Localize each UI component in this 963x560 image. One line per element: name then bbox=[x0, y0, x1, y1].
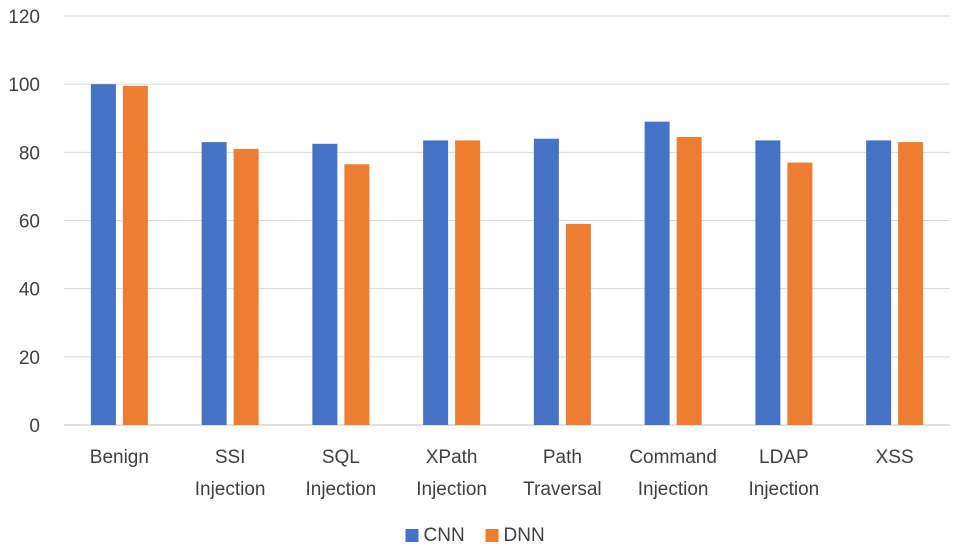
x-category-label-line: Injection bbox=[748, 479, 819, 500]
legend: CNN DNN bbox=[405, 525, 545, 546]
x-category-label: XPath Injection bbox=[416, 447, 487, 500]
bar-dnn bbox=[787, 162, 813, 425]
x-category-label-line: Benign bbox=[90, 447, 149, 468]
legend-swatch-cnn bbox=[405, 529, 419, 542]
y-tick-label: 80 bbox=[19, 143, 40, 164]
x-category-label: SSI Injection bbox=[195, 447, 266, 500]
x-category-label-line: XSS bbox=[876, 447, 914, 468]
bar-dnn bbox=[455, 140, 481, 425]
y-tick-label: 40 bbox=[19, 280, 40, 301]
y-tick-label: 100 bbox=[8, 75, 40, 96]
bar-cnn bbox=[755, 140, 781, 425]
x-category-label-line: Path bbox=[543, 447, 582, 468]
x-category-label-line: Command bbox=[629, 447, 717, 468]
x-category-label-line: Traversal bbox=[523, 479, 601, 500]
legend-label-cnn: CNN bbox=[424, 525, 465, 546]
y-axis-ticks: 0 20 40 60 80 100 120 bbox=[8, 7, 40, 437]
bar-dnn bbox=[344, 164, 370, 425]
bar-dnn bbox=[676, 136, 702, 425]
x-category-label-line: Injection bbox=[195, 479, 266, 500]
bars bbox=[90, 84, 924, 426]
y-tick-label: 0 bbox=[29, 416, 40, 437]
x-category-label-line: SQL bbox=[322, 447, 360, 468]
bar-cnn bbox=[201, 142, 227, 425]
x-category-label: Path Traversal bbox=[523, 447, 601, 500]
bar-cnn bbox=[90, 84, 116, 426]
bar-cnn bbox=[644, 121, 670, 426]
bar-dnn bbox=[122, 85, 148, 425]
x-axis-labels: Benign SSI Injection SQL Injection XPath Injec… bbox=[90, 447, 914, 500]
x-category-label: SQL Injection bbox=[305, 447, 376, 500]
x-category-label-line: Injection bbox=[416, 479, 487, 500]
y-tick-label: 120 bbox=[8, 7, 40, 28]
bar-dnn bbox=[898, 142, 924, 425]
bar-cnn bbox=[423, 140, 449, 425]
legend-label-dnn: DNN bbox=[504, 525, 545, 546]
x-category-label-line: Injection bbox=[305, 479, 376, 500]
x-category-label-line: XPath bbox=[426, 447, 478, 468]
bar-cnn bbox=[533, 138, 559, 425]
x-category-label: Command Injection bbox=[629, 447, 717, 500]
legend-swatch-dnn bbox=[485, 529, 499, 542]
bar-dnn bbox=[565, 223, 591, 425]
x-category-label: Benign bbox=[90, 447, 149, 468]
y-tick-label: 60 bbox=[19, 212, 40, 233]
x-category-label: XSS bbox=[876, 447, 914, 468]
gridlines bbox=[64, 15, 950, 426]
x-category-label: LDAP Injection bbox=[748, 447, 819, 500]
x-category-label-line: LDAP bbox=[759, 447, 809, 468]
x-category-label-line: SSI bbox=[215, 447, 246, 468]
y-tick-label: 20 bbox=[19, 348, 40, 369]
bar-dnn bbox=[233, 148, 259, 426]
bar-cnn bbox=[312, 143, 338, 425]
bar-cnn bbox=[866, 140, 892, 425]
x-category-label-line: Injection bbox=[638, 479, 709, 500]
